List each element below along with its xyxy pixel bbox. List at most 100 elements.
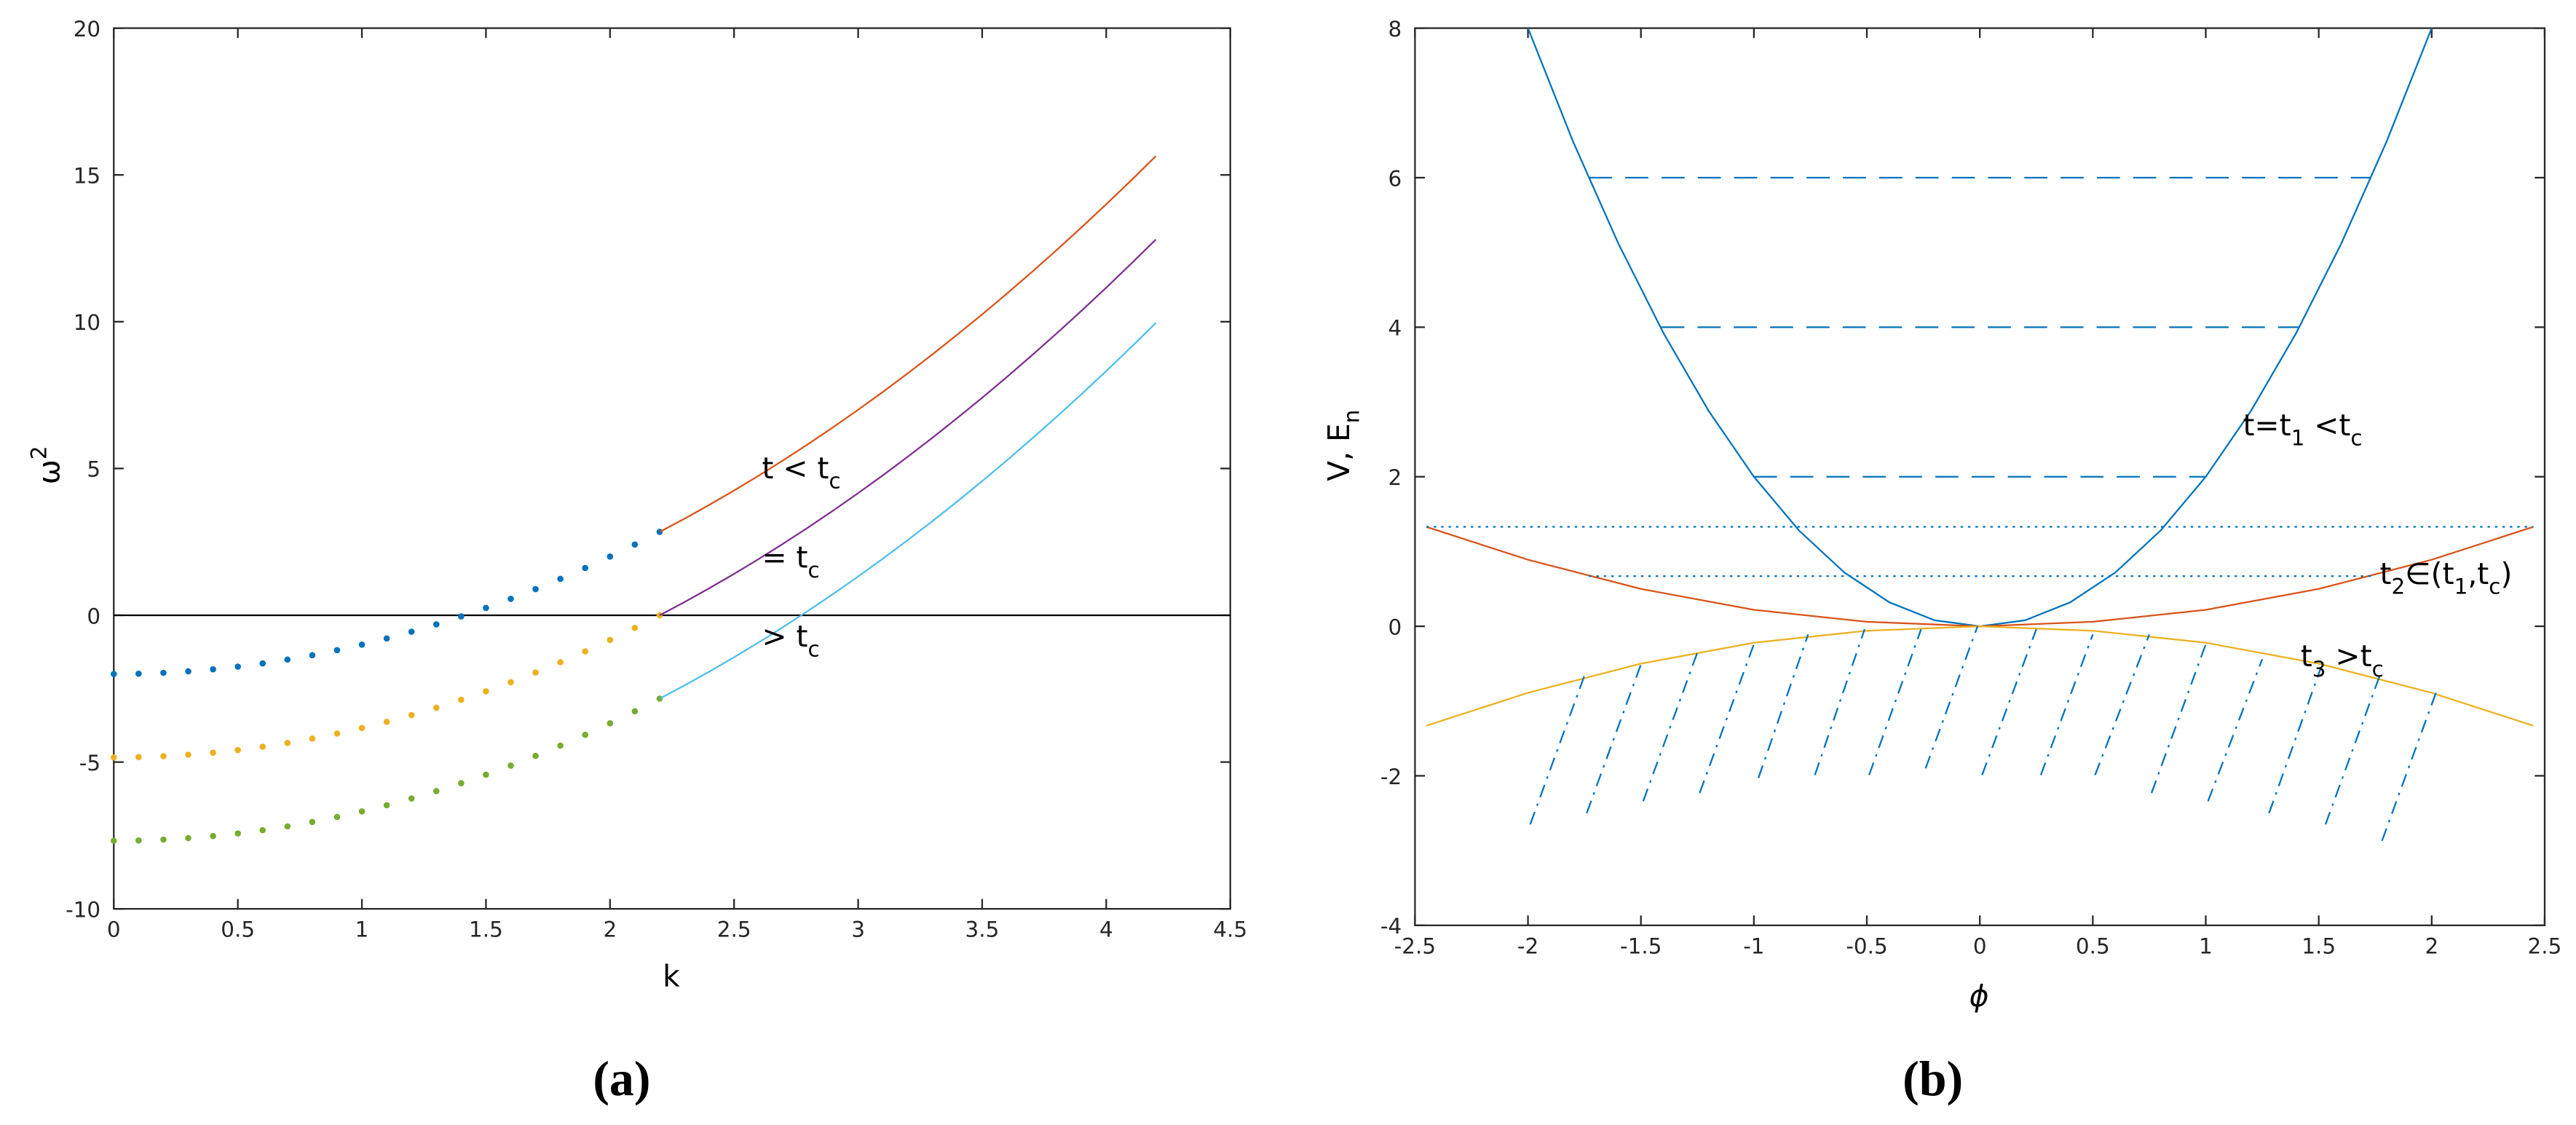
x-tick-label: -1 <box>1743 933 1764 958</box>
data-point <box>259 743 266 750</box>
y-tick-label: 0 <box>87 604 100 628</box>
x-tick-label: 2 <box>2425 933 2438 958</box>
text-part: t < t <box>762 451 829 486</box>
data-point <box>631 708 639 715</box>
y-tick-label: 10 <box>74 310 100 335</box>
data-point <box>656 612 663 619</box>
x-tick-label: -2.5 <box>1394 933 1436 958</box>
data-point <box>607 553 614 560</box>
data-point <box>210 749 216 756</box>
x-tick-label: 3 <box>851 917 865 942</box>
data-point <box>110 754 117 761</box>
data-point <box>507 596 514 602</box>
subscript: c <box>2489 575 2500 599</box>
text-part: t=t <box>2243 408 2291 443</box>
text-part: ,t <box>2468 556 2489 591</box>
data-point <box>284 656 291 663</box>
data-point <box>135 670 142 677</box>
y-tick-label: 20 <box>74 17 100 42</box>
data-point <box>110 671 117 677</box>
data-line <box>659 322 1157 700</box>
x-tick-label: -0.5 <box>1846 933 1887 958</box>
data-point <box>582 648 589 655</box>
x-tick-label: -2 <box>1517 933 1538 958</box>
data-point <box>333 647 341 654</box>
data-line <box>1529 625 2438 842</box>
data-line <box>659 239 1157 616</box>
text-part: = t <box>762 540 807 575</box>
data-point <box>607 636 614 644</box>
subscript: c <box>808 558 820 583</box>
x-tick-label: 0.5 <box>2076 933 2110 958</box>
data-point <box>532 669 539 676</box>
data-line <box>1426 625 2534 727</box>
annotation: t=t1 <tc <box>2243 408 2362 451</box>
x-axis-label: ϕ <box>1969 979 1989 1014</box>
data-point <box>284 740 291 746</box>
data-point <box>309 652 316 659</box>
data-point <box>458 780 465 786</box>
data-point <box>135 754 142 761</box>
x-tick-label: 0.5 <box>221 917 255 942</box>
data-point <box>432 788 440 794</box>
x-tick-label: 2.5 <box>2528 933 2562 958</box>
text-part: >t <box>2326 639 2371 674</box>
y-tick-label: 5 <box>87 457 100 482</box>
x-tick-label: 1.5 <box>469 917 503 942</box>
data-point <box>532 752 539 759</box>
data-point <box>259 826 266 834</box>
x-tick-label: -1.5 <box>1620 933 1662 958</box>
text-part: t <box>2379 556 2391 591</box>
annotation: t3 >tc <box>2301 639 2384 682</box>
y-tick-label: -10 <box>66 897 100 922</box>
annotation: t2∈(t1,tc) <box>2379 556 2512 599</box>
x-tick-label: 0 <box>1973 933 1987 958</box>
data-point <box>483 604 489 612</box>
y-tick-label: 0 <box>1388 615 1402 639</box>
data-point <box>210 666 216 673</box>
x-tick-label: 2.5 <box>717 917 751 942</box>
y-tick-label: 15 <box>74 164 100 189</box>
data-line <box>1589 176 2371 478</box>
superscript: 2 <box>26 446 51 459</box>
x-tick-label: 1 <box>2199 933 2213 958</box>
text-part: t <box>2301 639 2312 674</box>
data-point <box>358 641 366 648</box>
data-point <box>135 837 142 844</box>
y-tick-label: -5 <box>79 751 100 775</box>
annotation: > tc <box>762 619 819 662</box>
y-tick-label: -2 <box>1380 765 1402 789</box>
data-point <box>309 818 316 826</box>
data-point <box>160 753 167 759</box>
data-point <box>432 704 440 711</box>
subscript: c <box>2350 426 2362 451</box>
x-tick-label: 3.5 <box>965 917 1000 942</box>
y-axis-label: V, En <box>1321 410 1364 481</box>
data-point <box>234 663 241 670</box>
subscript: 3 <box>2312 657 2326 682</box>
data-point <box>383 802 390 809</box>
data-point <box>458 613 465 620</box>
data-line <box>659 155 1157 533</box>
x-axis-label: k <box>663 959 680 994</box>
subscript: c <box>2372 657 2384 682</box>
caption: (a) <box>593 1051 650 1106</box>
caption: (b) <box>1903 1051 1963 1106</box>
text-part: ∈(t <box>2405 556 2454 591</box>
data-point <box>582 731 589 738</box>
data-point <box>607 720 614 727</box>
data-point <box>383 635 390 642</box>
data-point <box>185 834 191 842</box>
y-tick-label: 2 <box>1388 465 1402 490</box>
y-tick-label: 6 <box>1388 166 1402 191</box>
data-point <box>383 719 390 725</box>
data-point <box>110 837 117 844</box>
text-part: ) <box>2500 556 2512 591</box>
data-point <box>358 808 366 815</box>
x-tick-label: 4 <box>1099 917 1113 942</box>
data-point <box>507 762 514 769</box>
data-point <box>557 659 564 666</box>
data-point <box>309 735 316 742</box>
y-tick-label: 8 <box>1388 17 1402 42</box>
